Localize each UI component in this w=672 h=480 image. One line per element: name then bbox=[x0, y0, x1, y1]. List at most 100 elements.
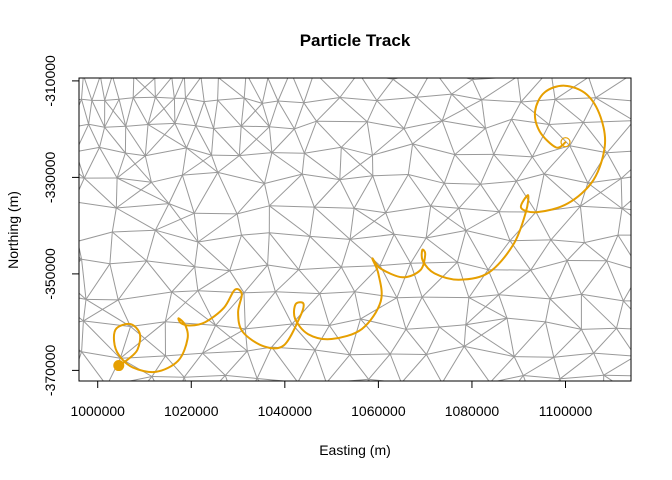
mesh-edge bbox=[470, 43, 517, 49]
mesh-edge bbox=[62, 75, 83, 76]
mesh-edge bbox=[635, 356, 637, 376]
mesh-edge bbox=[298, 236, 311, 270]
mesh-edge bbox=[457, 261, 489, 271]
mesh-edge bbox=[463, 317, 508, 347]
mesh-edge bbox=[186, 147, 212, 156]
mesh-edge bbox=[116, 181, 152, 209]
mesh-edge bbox=[580, 205, 623, 209]
mesh-edge bbox=[213, 128, 240, 156]
mesh-edge bbox=[125, 124, 149, 127]
mesh-edge bbox=[130, 326, 166, 357]
mesh-edge bbox=[48, 202, 74, 234]
mesh-edge bbox=[182, 154, 212, 176]
mesh-edge bbox=[264, 183, 270, 206]
mesh-edge bbox=[354, 265, 381, 293]
mesh-edge bbox=[271, 128, 295, 153]
mesh-edge bbox=[385, 212, 395, 235]
mesh-edge bbox=[553, 352, 594, 358]
mesh-edge bbox=[425, 237, 458, 263]
mesh-edge bbox=[327, 354, 351, 381]
mesh-edge bbox=[353, 175, 374, 209]
mesh-edge bbox=[99, 127, 106, 148]
mesh-edge bbox=[211, 154, 240, 157]
x-axis-label: Easting (m) bbox=[319, 442, 391, 458]
mesh-edge bbox=[236, 213, 242, 236]
mesh-edge bbox=[603, 358, 631, 376]
mesh-edge bbox=[498, 180, 517, 213]
mesh-edge bbox=[412, 143, 455, 156]
mesh-edge bbox=[656, 214, 667, 235]
y-tick-label: -370000 bbox=[42, 344, 58, 396]
mesh-edge bbox=[46, 121, 76, 152]
mesh-edge bbox=[144, 155, 152, 183]
mesh-edge bbox=[269, 173, 303, 207]
mesh-edge bbox=[367, 121, 405, 129]
mesh-edge bbox=[91, 78, 101, 101]
mesh-edge bbox=[298, 266, 342, 271]
mesh-edge bbox=[298, 382, 327, 383]
mesh-edge bbox=[389, 329, 407, 355]
mesh-edge bbox=[186, 147, 219, 173]
mesh-edge bbox=[81, 320, 84, 352]
mesh-edge bbox=[111, 207, 117, 233]
mesh-edge bbox=[395, 51, 432, 68]
mesh-edge bbox=[165, 352, 203, 357]
mesh-edge bbox=[481, 78, 517, 101]
mesh-edge bbox=[631, 75, 672, 78]
mesh-edge bbox=[225, 374, 258, 379]
mesh-edge bbox=[303, 78, 313, 103]
mesh-edge bbox=[239, 152, 272, 157]
mesh-edge bbox=[621, 176, 631, 179]
mesh-edge bbox=[376, 100, 405, 129]
mesh-edge bbox=[620, 168, 631, 179]
mesh-edge bbox=[472, 78, 476, 80]
track-series bbox=[112, 84, 607, 374]
mesh-edge bbox=[256, 346, 273, 379]
mesh-edge bbox=[313, 179, 341, 208]
mesh-edge bbox=[595, 97, 631, 102]
mesh-edge bbox=[430, 205, 459, 209]
mesh-edge bbox=[328, 325, 351, 356]
mesh-edge bbox=[243, 97, 270, 128]
mesh-edge bbox=[218, 78, 245, 99]
mesh-edge bbox=[463, 346, 490, 381]
mesh-edge bbox=[396, 296, 423, 299]
mesh-edge bbox=[195, 101, 205, 126]
mesh-edge bbox=[147, 124, 187, 149]
mesh-edge bbox=[125, 126, 146, 157]
mesh-edge bbox=[62, 75, 65, 102]
mesh-edge bbox=[532, 145, 570, 158]
mesh-edge bbox=[498, 294, 551, 300]
mesh-edge bbox=[83, 78, 93, 101]
mesh-edge bbox=[104, 99, 120, 128]
mesh-edge bbox=[606, 260, 624, 302]
mesh-edge bbox=[403, 120, 443, 129]
x-tick-label: 1100000 bbox=[539, 403, 593, 419]
mesh-edge bbox=[380, 262, 411, 267]
mesh-edge bbox=[550, 205, 581, 241]
mesh-edge bbox=[104, 98, 120, 101]
mesh-edge bbox=[468, 297, 508, 319]
mesh-edge bbox=[314, 325, 330, 351]
mesh-edge bbox=[132, 78, 156, 99]
mesh-edge bbox=[271, 152, 305, 154]
mesh-edge bbox=[580, 178, 622, 207]
mesh-edge bbox=[530, 260, 568, 271]
mesh-edge bbox=[227, 47, 246, 73]
mesh-edge bbox=[606, 150, 631, 154]
mesh-edge bbox=[168, 203, 199, 243]
mesh-edge bbox=[593, 352, 605, 376]
mesh-edge bbox=[175, 45, 205, 50]
mesh-edge bbox=[292, 78, 305, 103]
mesh-edge bbox=[168, 203, 195, 214]
mesh-edge bbox=[193, 213, 199, 243]
mesh-edge bbox=[410, 261, 458, 264]
mesh-edge bbox=[634, 121, 658, 129]
mesh-edge bbox=[439, 324, 466, 328]
mesh-edge bbox=[100, 78, 106, 101]
mesh-edge bbox=[277, 100, 304, 104]
mesh-edge bbox=[495, 375, 524, 381]
mesh-edge bbox=[218, 47, 227, 78]
mesh-edge bbox=[481, 99, 521, 103]
